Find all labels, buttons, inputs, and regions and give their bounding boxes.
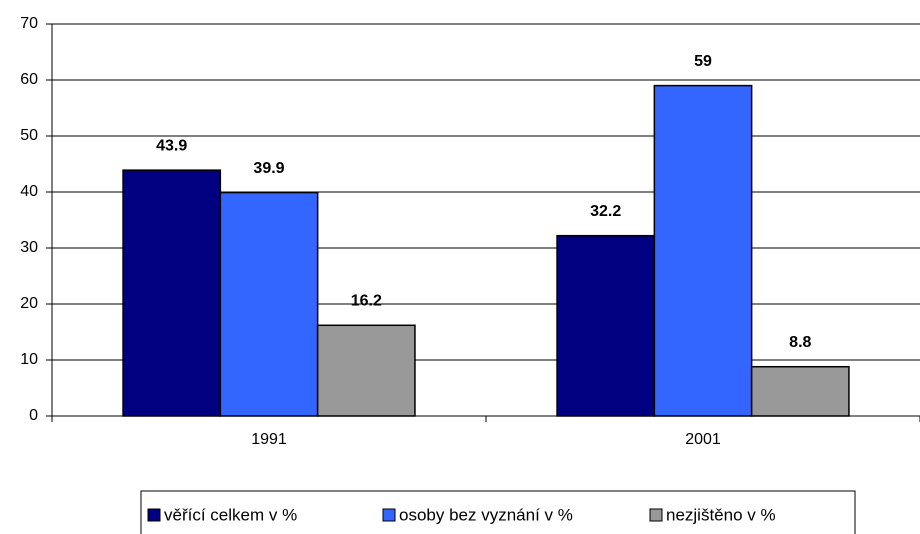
legend-box [140,490,856,534]
legend-label: věřící celkem v % [164,505,297,524]
data-label: 43.9 [156,137,187,154]
legend-swatch [382,508,396,522]
data-label: 39.9 [253,160,284,177]
bar [219,191,319,417]
x-tick-label: 2001 [685,431,721,448]
legend-swatch [649,508,663,522]
bar [653,84,753,417]
bar [750,365,850,417]
y-tick-label: 10 [20,351,38,368]
y-tick-label: 40 [20,183,38,200]
data-label: 16.2 [351,292,382,309]
legend-label: osoby bez vyznání v % [399,505,573,524]
legend-swatch [147,508,161,522]
y-tick-label: 20 [20,295,38,312]
bar [316,324,416,417]
y-tick-label: 30 [20,239,38,256]
data-label: 32.2 [590,203,621,220]
y-tick-label: 0 [29,407,38,424]
data-label: 8.8 [789,334,811,351]
y-tick-label: 50 [20,127,38,144]
x-tick-label: 1991 [251,431,287,448]
y-tick-label: 60 [20,71,38,88]
bar [122,169,222,417]
data-label: 59 [694,53,712,70]
bar [556,234,656,417]
legend-label: nezjištěno v % [666,505,776,524]
y-tick-label: 70 [20,15,38,32]
